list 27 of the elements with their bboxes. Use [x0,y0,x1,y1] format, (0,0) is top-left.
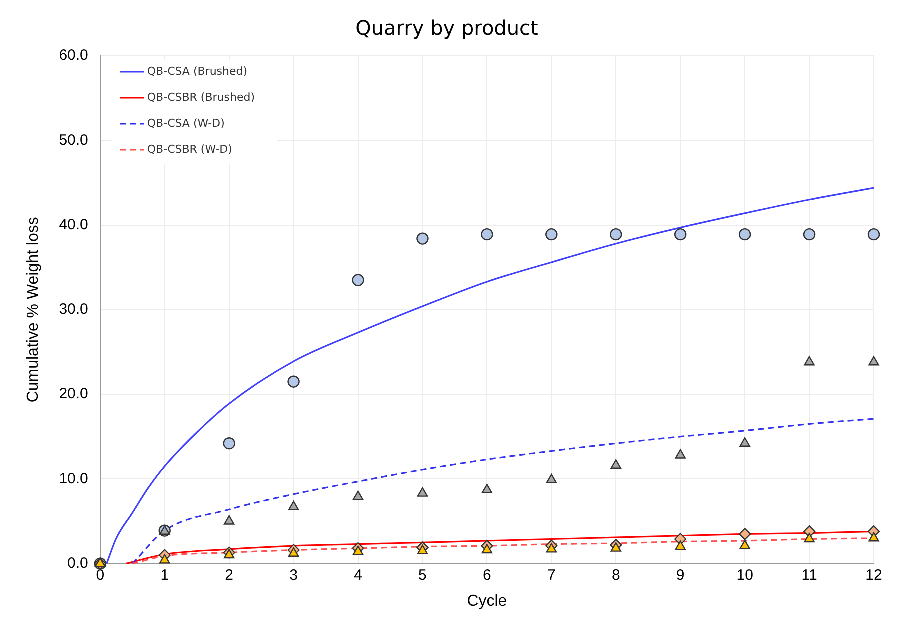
x-tick-label: 9 [676,566,685,584]
x-tick-label: 1 [160,566,170,584]
x-tick-label: 5 [418,566,427,584]
y-tick-label: 50.0 [59,132,88,149]
legend-label: QB-CSBR (Brushed) [147,90,256,104]
x-tick-label: 4 [354,566,362,584]
chart-title: Quarry by product [356,16,539,40]
x-tick-label: 12 [866,566,882,584]
x-axis-title: Cycle [467,592,508,610]
y-tick-label: 40.0 [59,216,88,234]
y-tick-label: 30.0 [59,301,88,318]
x-tick-label: 6 [483,566,492,584]
y-tick-label: 20.0 [59,386,88,403]
legend-label: QB-CSA (W-D) [147,116,225,130]
x-tick-label: 11 [802,566,818,584]
y-axis-title: Cumulative % Weight loss [25,217,42,403]
x-tick-label: 0 [96,566,105,584]
x-tick-label: 8 [612,566,620,584]
x-tick-label: 2 [225,566,234,584]
legend-label: QB-CSA (Brushed) [147,64,248,78]
x-tick-label: 7 [547,566,556,584]
x-tick-label: 10 [736,566,754,584]
legend-label: QB-CSBR (W-D) [147,142,232,156]
y-tick-label: 10.0 [59,470,88,488]
x-tick-label: 3 [290,566,298,584]
y-tick-label: 60.0 [59,47,88,64]
y-tick-label: 0.0 [68,554,88,572]
